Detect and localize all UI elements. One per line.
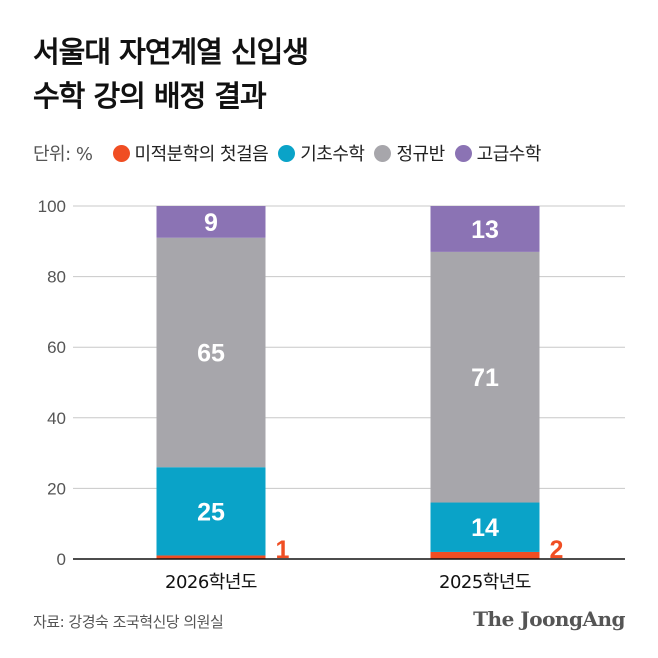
y-tick-label: 40 xyxy=(47,409,66,428)
legend-dot-icon xyxy=(112,144,130,162)
bar-segment xyxy=(430,251,540,503)
data-label: 1 xyxy=(276,536,290,564)
data-label: 9 xyxy=(204,209,218,237)
y-tick-label: 60 xyxy=(47,338,66,357)
x-tick-label: 2025학년도 xyxy=(439,572,531,593)
legend-item-advanced: 고급수학 xyxy=(454,140,542,166)
source-note: 자료: 강경숙 조국혁신당 의원실 xyxy=(33,613,224,631)
legend-label: 미적분학의 첫걸음 xyxy=(134,144,269,165)
legend-item-regular: 정규반 xyxy=(374,140,445,166)
title-line-2: 수학 강의 배정 결과 xyxy=(33,79,267,113)
bar-segment xyxy=(430,206,540,252)
stacked-bar-chart: 0 20 40 60 80 100 1 25 65 9 2026학년도 2 14 71 13 2025학년도 xyxy=(38,197,625,593)
legend: 단위: % 미적분학의 첫걸음 기초수학 정규반 고급수학 xyxy=(33,140,551,166)
legend-dot-icon xyxy=(454,144,472,162)
x-tick-label: 2026학년도 xyxy=(165,572,257,593)
bar-segment xyxy=(156,467,266,556)
y-tick-label: 20 xyxy=(47,479,66,498)
data-label: 25 xyxy=(197,498,225,526)
y-tick-label: 0 xyxy=(57,550,66,569)
bar-segment xyxy=(430,551,540,559)
y-tick-label: 100 xyxy=(38,197,66,216)
bar-segment xyxy=(156,555,266,559)
data-label: 2 xyxy=(550,536,564,564)
legend-dot-icon xyxy=(278,144,296,162)
legend-label: 정규반 xyxy=(396,144,445,165)
bar-segment xyxy=(156,237,266,468)
legend-item-calculus-intro: 미적분학의 첫걸음 xyxy=(112,140,269,166)
title-line-1: 서울대 자연계열 신입생 xyxy=(33,35,309,69)
y-tick-label: 80 xyxy=(47,268,66,287)
chart-title: 서울대 자연계열 신입생 수학 강의 배정 결과 xyxy=(33,30,309,118)
data-label: 71 xyxy=(471,364,499,392)
data-label: 65 xyxy=(197,339,225,367)
legend-item-basic-math: 기초수학 xyxy=(278,140,365,166)
data-label: 14 xyxy=(471,514,499,542)
unit-label: 단위: % xyxy=(33,144,93,165)
bar-segment xyxy=(430,502,540,552)
bar-segment xyxy=(156,206,266,238)
legend-dot-icon xyxy=(374,144,392,162)
legend-label: 기초수학 xyxy=(300,144,365,165)
data-label: 13 xyxy=(471,216,499,244)
publisher-logo: The JoongAng xyxy=(473,607,625,631)
legend-label: 고급수학 xyxy=(476,144,542,165)
